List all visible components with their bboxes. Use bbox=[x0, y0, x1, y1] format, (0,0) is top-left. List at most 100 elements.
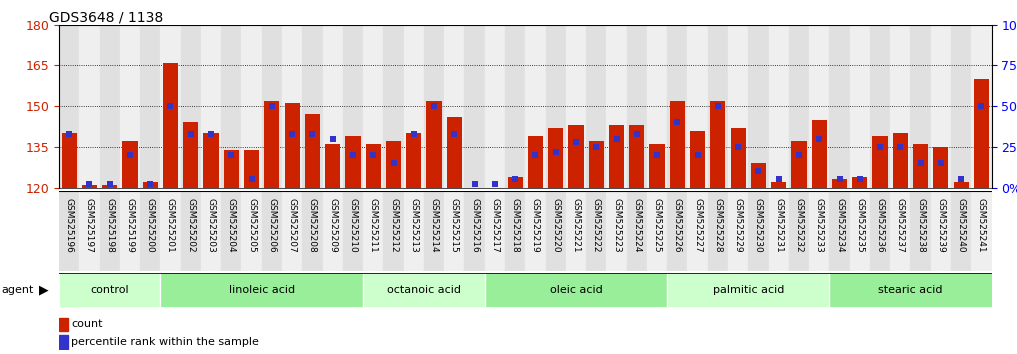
Bar bbox=[589, 142, 604, 188]
Bar bbox=[971, 191, 992, 271]
Bar bbox=[142, 182, 158, 188]
Bar bbox=[569, 125, 584, 188]
Text: GSM525200: GSM525200 bbox=[145, 198, 155, 252]
Bar bbox=[424, 191, 444, 271]
Text: GSM525204: GSM525204 bbox=[227, 198, 236, 252]
Bar bbox=[548, 128, 563, 188]
Bar bbox=[650, 144, 665, 188]
Bar bbox=[749, 25, 769, 188]
Bar bbox=[282, 25, 302, 188]
Text: GSM525212: GSM525212 bbox=[388, 198, 398, 252]
Text: GSM525196: GSM525196 bbox=[65, 198, 73, 252]
Text: GSM525234: GSM525234 bbox=[835, 198, 844, 252]
Bar bbox=[810, 191, 830, 271]
Bar bbox=[322, 25, 343, 188]
Bar bbox=[302, 191, 322, 271]
Bar bbox=[687, 25, 708, 188]
Bar bbox=[59, 318, 68, 331]
Bar bbox=[708, 191, 728, 271]
Bar bbox=[181, 191, 201, 271]
Bar bbox=[282, 191, 302, 271]
Text: stearic acid: stearic acid bbox=[879, 285, 943, 295]
Text: GSM525225: GSM525225 bbox=[653, 198, 662, 252]
Bar bbox=[525, 25, 545, 188]
Bar bbox=[59, 335, 68, 349]
Bar bbox=[261, 191, 282, 271]
Bar bbox=[363, 191, 383, 271]
Bar bbox=[363, 25, 383, 188]
Text: GSM525213: GSM525213 bbox=[409, 198, 418, 252]
Text: GSM525216: GSM525216 bbox=[470, 198, 479, 252]
FancyBboxPatch shape bbox=[485, 273, 667, 307]
Text: GSM525239: GSM525239 bbox=[937, 198, 946, 252]
Text: GSM525241: GSM525241 bbox=[977, 198, 985, 252]
Bar bbox=[934, 147, 949, 188]
Bar bbox=[140, 25, 161, 188]
Text: GSM525201: GSM525201 bbox=[166, 198, 175, 252]
Bar bbox=[485, 191, 505, 271]
Text: GSM525206: GSM525206 bbox=[267, 198, 277, 252]
Bar bbox=[465, 25, 485, 188]
Bar bbox=[974, 79, 990, 188]
Bar bbox=[913, 144, 929, 188]
Text: GSM525228: GSM525228 bbox=[713, 198, 722, 252]
Bar bbox=[221, 191, 241, 271]
Bar bbox=[59, 191, 79, 271]
Bar bbox=[893, 133, 908, 188]
Bar bbox=[852, 177, 868, 188]
Bar bbox=[383, 25, 404, 188]
Bar bbox=[485, 25, 505, 188]
Bar bbox=[161, 191, 181, 271]
Bar bbox=[525, 191, 545, 271]
Bar bbox=[285, 103, 300, 188]
Bar bbox=[789, 25, 810, 188]
Text: GSM525197: GSM525197 bbox=[84, 198, 94, 252]
Text: ▶: ▶ bbox=[39, 284, 48, 297]
Bar bbox=[465, 191, 485, 271]
Bar bbox=[346, 136, 361, 188]
Bar bbox=[931, 25, 951, 188]
Bar bbox=[528, 136, 543, 188]
Text: GSM525208: GSM525208 bbox=[308, 198, 317, 252]
Bar bbox=[890, 25, 910, 188]
FancyBboxPatch shape bbox=[830, 273, 992, 307]
Bar bbox=[954, 182, 969, 188]
Text: GSM525199: GSM525199 bbox=[125, 198, 134, 252]
Text: GSM525221: GSM525221 bbox=[572, 198, 581, 252]
Bar bbox=[810, 25, 830, 188]
Bar bbox=[120, 25, 140, 188]
Bar bbox=[789, 191, 810, 271]
Bar bbox=[487, 188, 502, 209]
Text: GSM525215: GSM525215 bbox=[450, 198, 459, 252]
Bar bbox=[343, 25, 363, 188]
Bar bbox=[122, 142, 137, 188]
Bar bbox=[343, 191, 363, 271]
Bar bbox=[708, 25, 728, 188]
Bar bbox=[241, 191, 261, 271]
Bar bbox=[910, 25, 931, 188]
Text: GSM525198: GSM525198 bbox=[105, 198, 114, 252]
Bar bbox=[751, 163, 766, 188]
Text: GSM525240: GSM525240 bbox=[957, 198, 966, 252]
Bar bbox=[424, 25, 444, 188]
Text: octanoic acid: octanoic acid bbox=[386, 285, 461, 295]
Bar bbox=[769, 25, 789, 188]
Text: GSM525218: GSM525218 bbox=[511, 198, 520, 252]
Bar bbox=[406, 133, 421, 188]
Bar bbox=[183, 122, 198, 188]
Text: GSM525236: GSM525236 bbox=[876, 198, 885, 252]
Bar bbox=[586, 25, 606, 188]
Bar bbox=[630, 125, 645, 188]
Bar bbox=[771, 182, 786, 188]
Bar bbox=[444, 25, 465, 188]
Bar bbox=[545, 191, 565, 271]
Bar bbox=[812, 120, 827, 188]
Bar bbox=[507, 177, 523, 188]
Bar bbox=[545, 25, 565, 188]
Bar bbox=[305, 114, 320, 188]
Text: GSM525211: GSM525211 bbox=[369, 198, 377, 252]
Bar bbox=[505, 25, 525, 188]
Bar bbox=[728, 25, 749, 188]
Text: GSM525229: GSM525229 bbox=[733, 198, 742, 252]
Bar bbox=[444, 191, 465, 271]
